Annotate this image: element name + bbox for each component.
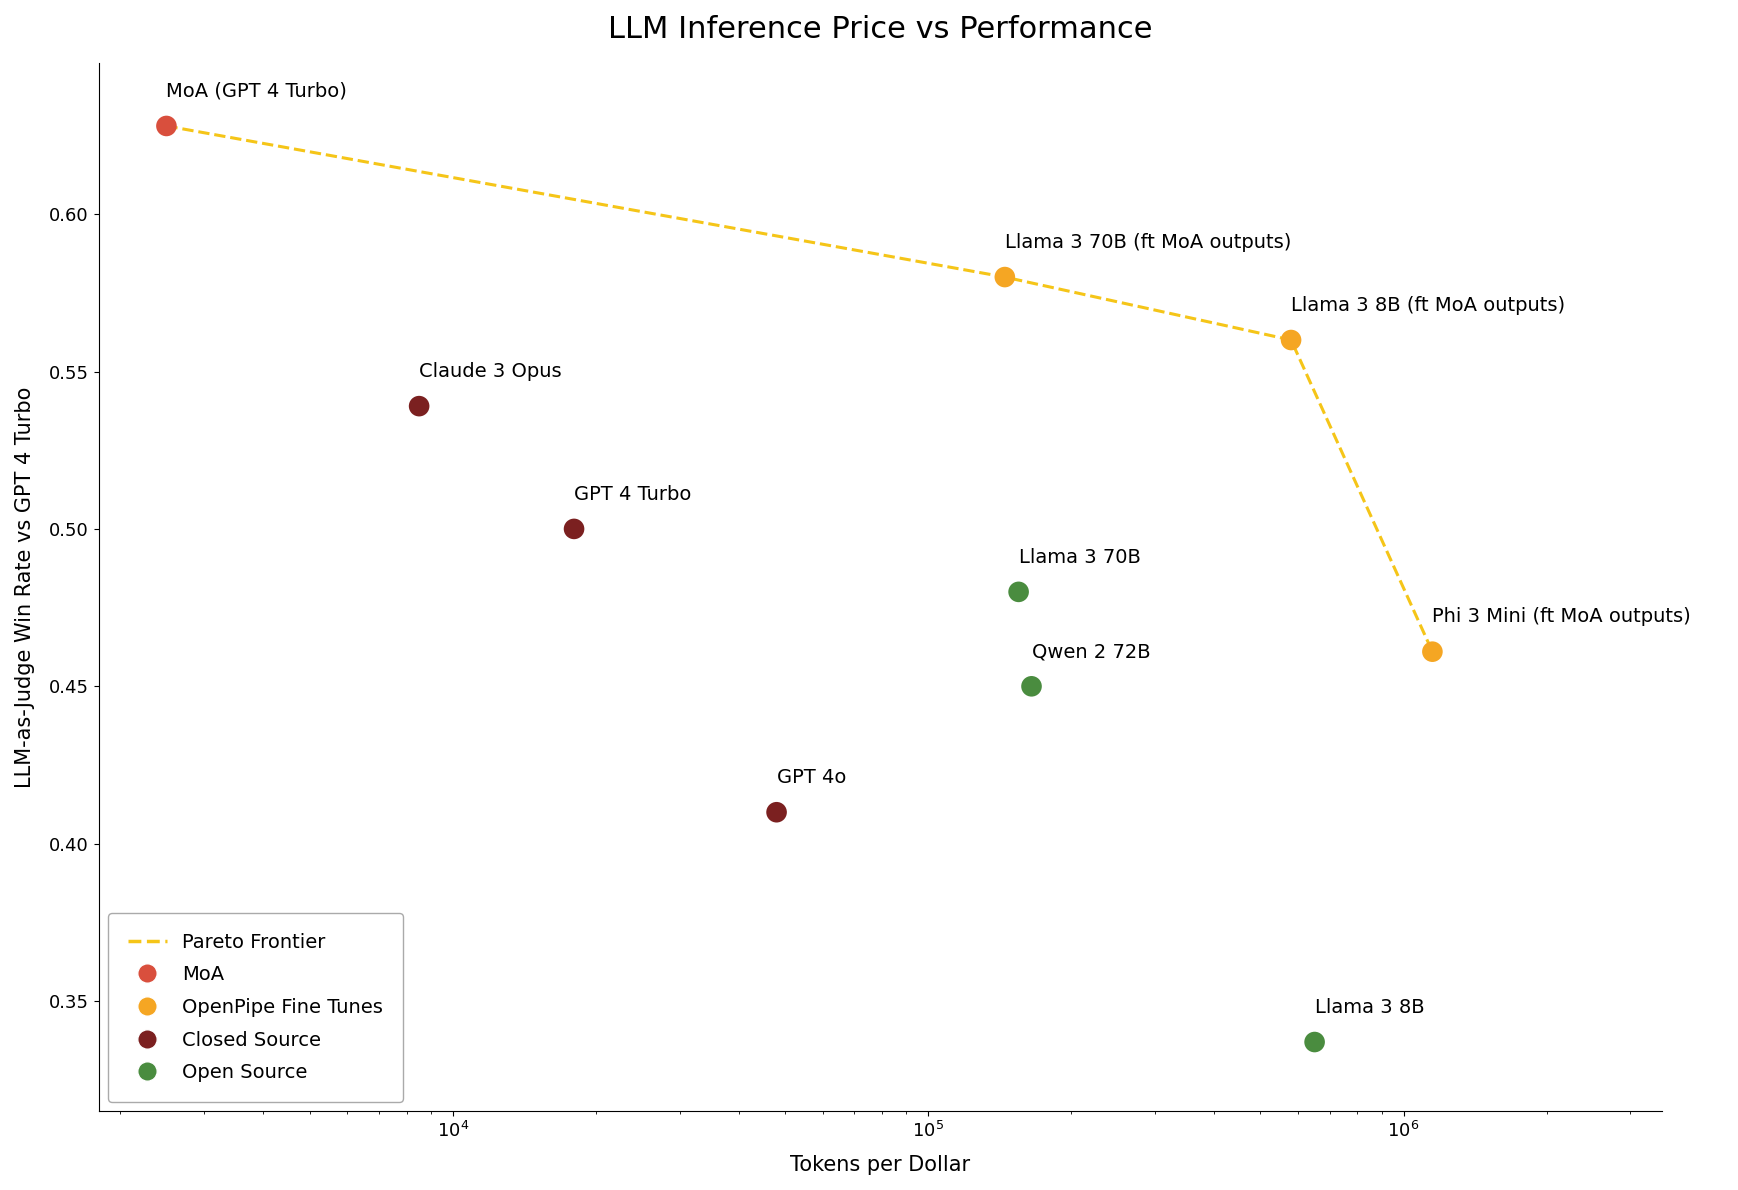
Text: Llama 3 8B: Llama 3 8B: [1314, 998, 1423, 1016]
Point: [1277, 331, 1305, 350]
Point: [405, 396, 433, 415]
Point: [560, 519, 587, 538]
Text: Llama 3 70B (ft MoA outputs): Llama 3 70B (ft MoA outputs): [1005, 233, 1291, 252]
Text: GPT 4 Turbo: GPT 4 Turbo: [574, 484, 692, 503]
Point: [1005, 582, 1032, 601]
Point: [1418, 643, 1446, 662]
Legend: Pareto Frontier, MoA, OpenPipe Fine Tunes, Closed Source, Open Source: Pareto Frontier, MoA, OpenPipe Fine Tune…: [108, 913, 403, 1102]
Y-axis label: LLM-as-Judge Win Rate vs GPT 4 Turbo: LLM-as-Judge Win Rate vs GPT 4 Turbo: [16, 387, 35, 788]
Text: MoA (GPT 4 Turbo): MoA (GPT 4 Turbo): [167, 82, 348, 101]
Title: LLM Inference Price vs Performance: LLM Inference Price vs Performance: [608, 15, 1152, 44]
Point: [1018, 677, 1046, 696]
Point: [991, 268, 1018, 287]
Text: Llama 3 70B: Llama 3 70B: [1018, 547, 1140, 566]
X-axis label: Tokens per Dollar: Tokens per Dollar: [791, 1155, 970, 1175]
Point: [763, 803, 791, 822]
Text: Phi 3 Mini (ft MoA outputs): Phi 3 Mini (ft MoA outputs): [1432, 607, 1691, 626]
Text: Claude 3 Opus: Claude 3 Opus: [419, 362, 561, 381]
Point: [1300, 1033, 1328, 1052]
Point: [153, 117, 181, 136]
Text: Llama 3 8B (ft MoA outputs): Llama 3 8B (ft MoA outputs): [1291, 296, 1566, 315]
Text: Qwen 2 72B: Qwen 2 72B: [1032, 643, 1151, 662]
Text: GPT 4o: GPT 4o: [777, 768, 846, 787]
